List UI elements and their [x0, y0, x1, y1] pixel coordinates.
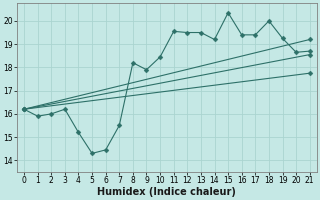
X-axis label: Humidex (Indice chaleur): Humidex (Indice chaleur)	[98, 187, 236, 197]
